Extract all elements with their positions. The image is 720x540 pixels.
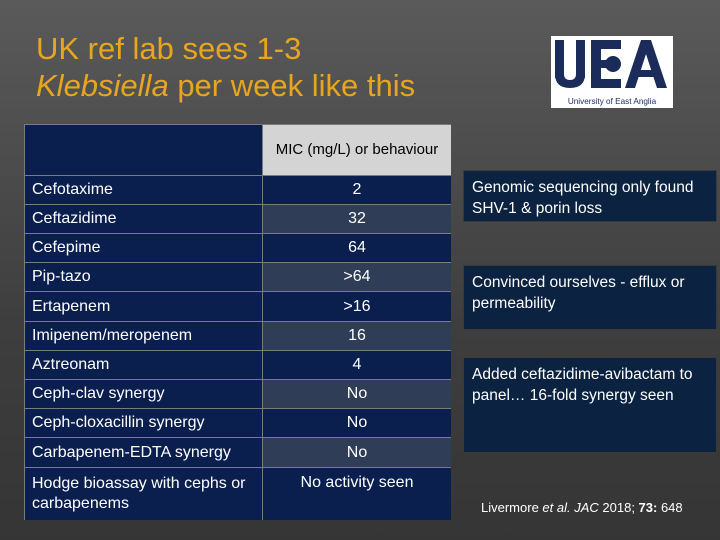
citation-etal: et al.	[542, 500, 571, 515]
table-row: Ceftazidime 32	[25, 205, 451, 234]
table-row: Aztreonam 4	[25, 351, 451, 380]
mic-value: 4	[263, 351, 451, 379]
table-row: Cefotaxime 2	[25, 176, 451, 205]
mic-value: 16	[263, 322, 451, 350]
title-line-2: Klebsiella per week like this	[36, 67, 415, 104]
drug-name: Cefotaxime	[25, 176, 263, 204]
table-row: Ceph-cloxacillin synergy No	[25, 409, 451, 438]
title-italic-word: Klebsiella	[36, 68, 169, 103]
title-line-1: UK ref lab sees 1-3	[36, 31, 302, 66]
uea-logo: University of East Anglia	[551, 36, 673, 108]
uea-logo-mark-icon	[555, 40, 667, 88]
table-row: Carbapenem-EDTA synergy No	[25, 438, 451, 468]
mic-table: MIC (mg/L) or behaviour Cefotaxime 2 Cef…	[24, 124, 451, 520]
note-ceftazidime-avibactam: Added ceftazidime-avibactam to panel… 16…	[463, 357, 717, 453]
table-header-blank	[25, 125, 263, 176]
drug-name: Ceph-clav synergy	[25, 380, 263, 408]
drug-name: Imipenem/meropenem	[25, 322, 263, 350]
mic-value: >16	[263, 292, 451, 321]
table-row: Hodge bioassay with cephs or carbapenems…	[25, 468, 451, 520]
mic-value: No activity seen	[263, 468, 451, 520]
citation-journal: JAC	[570, 500, 599, 515]
citation: Livermore et al. JAC 2018; 73: 648	[481, 500, 683, 515]
table-row: Imipenem/meropenem 16	[25, 322, 451, 351]
mic-value: >64	[263, 263, 451, 291]
table-row: Ertapenem >16	[25, 292, 451, 322]
mic-value: 64	[263, 234, 451, 262]
drug-name: Ceftazidime	[25, 205, 263, 233]
note-efflux-permeability: Convinced ourselves - efflux or permeabi…	[463, 265, 717, 330]
mic-value: 2	[263, 176, 451, 204]
mic-value: 32	[263, 205, 451, 233]
table-row: Cefepime 64	[25, 234, 451, 263]
drug-name: Ertapenem	[25, 292, 263, 321]
drug-name: Hodge bioassay with cephs or carbapenems	[25, 468, 263, 520]
note-genomic-sequencing: Genomic sequencing only found SHV-1 & po…	[463, 170, 717, 222]
drug-name: Aztreonam	[25, 351, 263, 379]
title-line-2-rest: per week like this	[168, 68, 416, 103]
drug-name: Ceph-cloxacillin synergy	[25, 409, 263, 437]
drug-name: Cefepime	[25, 234, 263, 262]
drug-name: Pip-tazo	[25, 263, 263, 291]
citation-author: Livermore	[481, 500, 543, 515]
mic-value: No	[263, 438, 451, 467]
citation-page: 648	[657, 500, 683, 515]
table-header-mic: MIC (mg/L) or behaviour	[263, 125, 451, 176]
logo-caption: University of East Anglia	[567, 97, 657, 106]
mic-value: No	[263, 409, 451, 437]
citation-volume: 73:	[638, 500, 658, 515]
table-row: Ceph-clav synergy No	[25, 380, 451, 409]
mic-value: No	[263, 380, 451, 408]
citation-year: 2018;	[598, 500, 639, 515]
drug-name: Carbapenem-EDTA synergy	[25, 438, 263, 467]
slide-title: UK ref lab sees 1-3 Klebsiella per week …	[36, 30, 415, 104]
table-row: Pip-tazo >64	[25, 263, 451, 292]
